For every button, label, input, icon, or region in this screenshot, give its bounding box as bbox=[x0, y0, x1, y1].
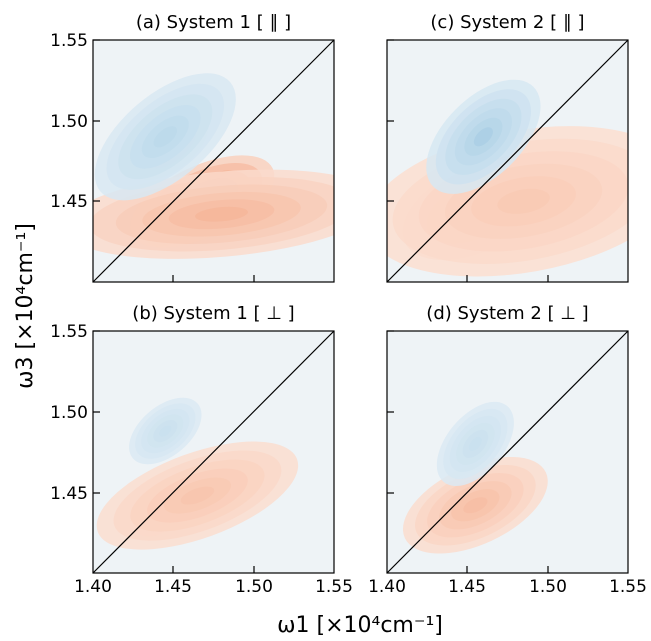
y-axis-label: ω3 [×10⁴cm⁻¹] bbox=[13, 223, 38, 389]
xtick-label-right-4: 1.55 bbox=[609, 577, 647, 597]
xtick-label-left-2: 1.45 bbox=[154, 577, 192, 597]
contour-level-2-5 bbox=[468, 436, 482, 451]
panel-c-diagonal bbox=[386, 39, 629, 283]
xtick-label-right-2: 1.45 bbox=[448, 577, 486, 597]
panel-d-frame bbox=[386, 330, 629, 574]
contour-level-4-5 bbox=[153, 126, 178, 148]
panel-d: (d) System 2 [ ⊥ ] bbox=[386, 303, 629, 574]
xtick-label-right-3: 1.50 bbox=[529, 577, 567, 597]
panel-b-title: (b) System 1 [ ⊥ ] bbox=[132, 303, 294, 324]
panel-c-frame bbox=[386, 39, 629, 283]
ytick-label-top-1: 1.55 bbox=[50, 31, 88, 51]
ytick-label-bottom-1: 1.55 bbox=[50, 322, 88, 342]
contour-level-3-5 bbox=[473, 127, 493, 147]
x-axis-label: ω1 [×10⁴cm⁻¹] bbox=[277, 613, 443, 638]
panel-d-title: (d) System 2 [ ⊥ ] bbox=[426, 303, 588, 324]
ytick-label-top-3: 1.45 bbox=[50, 192, 88, 212]
ytick-label-bottom-3: 1.45 bbox=[50, 484, 88, 504]
xtick-label-left-1: 1.40 bbox=[74, 577, 112, 597]
panel-b-contours bbox=[96, 397, 299, 550]
ytick-label-bottom-2: 1.50 bbox=[50, 403, 88, 423]
contour-level-2-5 bbox=[159, 425, 172, 437]
panel-b-diagonal bbox=[92, 330, 335, 574]
contour-level-1-5 bbox=[180, 486, 215, 505]
panel-c-contours bbox=[387, 79, 628, 277]
panel-a-diagonal bbox=[92, 39, 335, 283]
panel-c-title: (c) System 2 [ ∥ ] bbox=[430, 12, 584, 33]
contour-level-2-5 bbox=[497, 188, 550, 214]
xtick-label-left-4: 1.55 bbox=[315, 577, 353, 597]
panel-c: (c) System 2 [ ∥ ] bbox=[386, 12, 629, 283]
xtick-label-right-1: 1.40 bbox=[368, 577, 406, 597]
xtick-label-left-3: 1.50 bbox=[235, 577, 273, 597]
panel-b: (b) System 1 [ ⊥ ] bbox=[92, 303, 335, 574]
panel-a: (a) System 1 [ ∥ ] bbox=[92, 12, 335, 283]
contour-level-2-5 bbox=[195, 206, 248, 222]
contour-level-1-5 bbox=[463, 497, 488, 514]
panel-d-diagonal bbox=[386, 330, 629, 574]
panel-a-contours bbox=[93, 73, 334, 259]
ytick-label-top-2: 1.50 bbox=[50, 112, 88, 132]
panel-a-frame bbox=[92, 39, 335, 283]
panel-a-title: (a) System 1 [ ∥ ] bbox=[136, 12, 291, 33]
panel-d-contours bbox=[402, 401, 548, 554]
panel-b-frame bbox=[92, 330, 335, 574]
